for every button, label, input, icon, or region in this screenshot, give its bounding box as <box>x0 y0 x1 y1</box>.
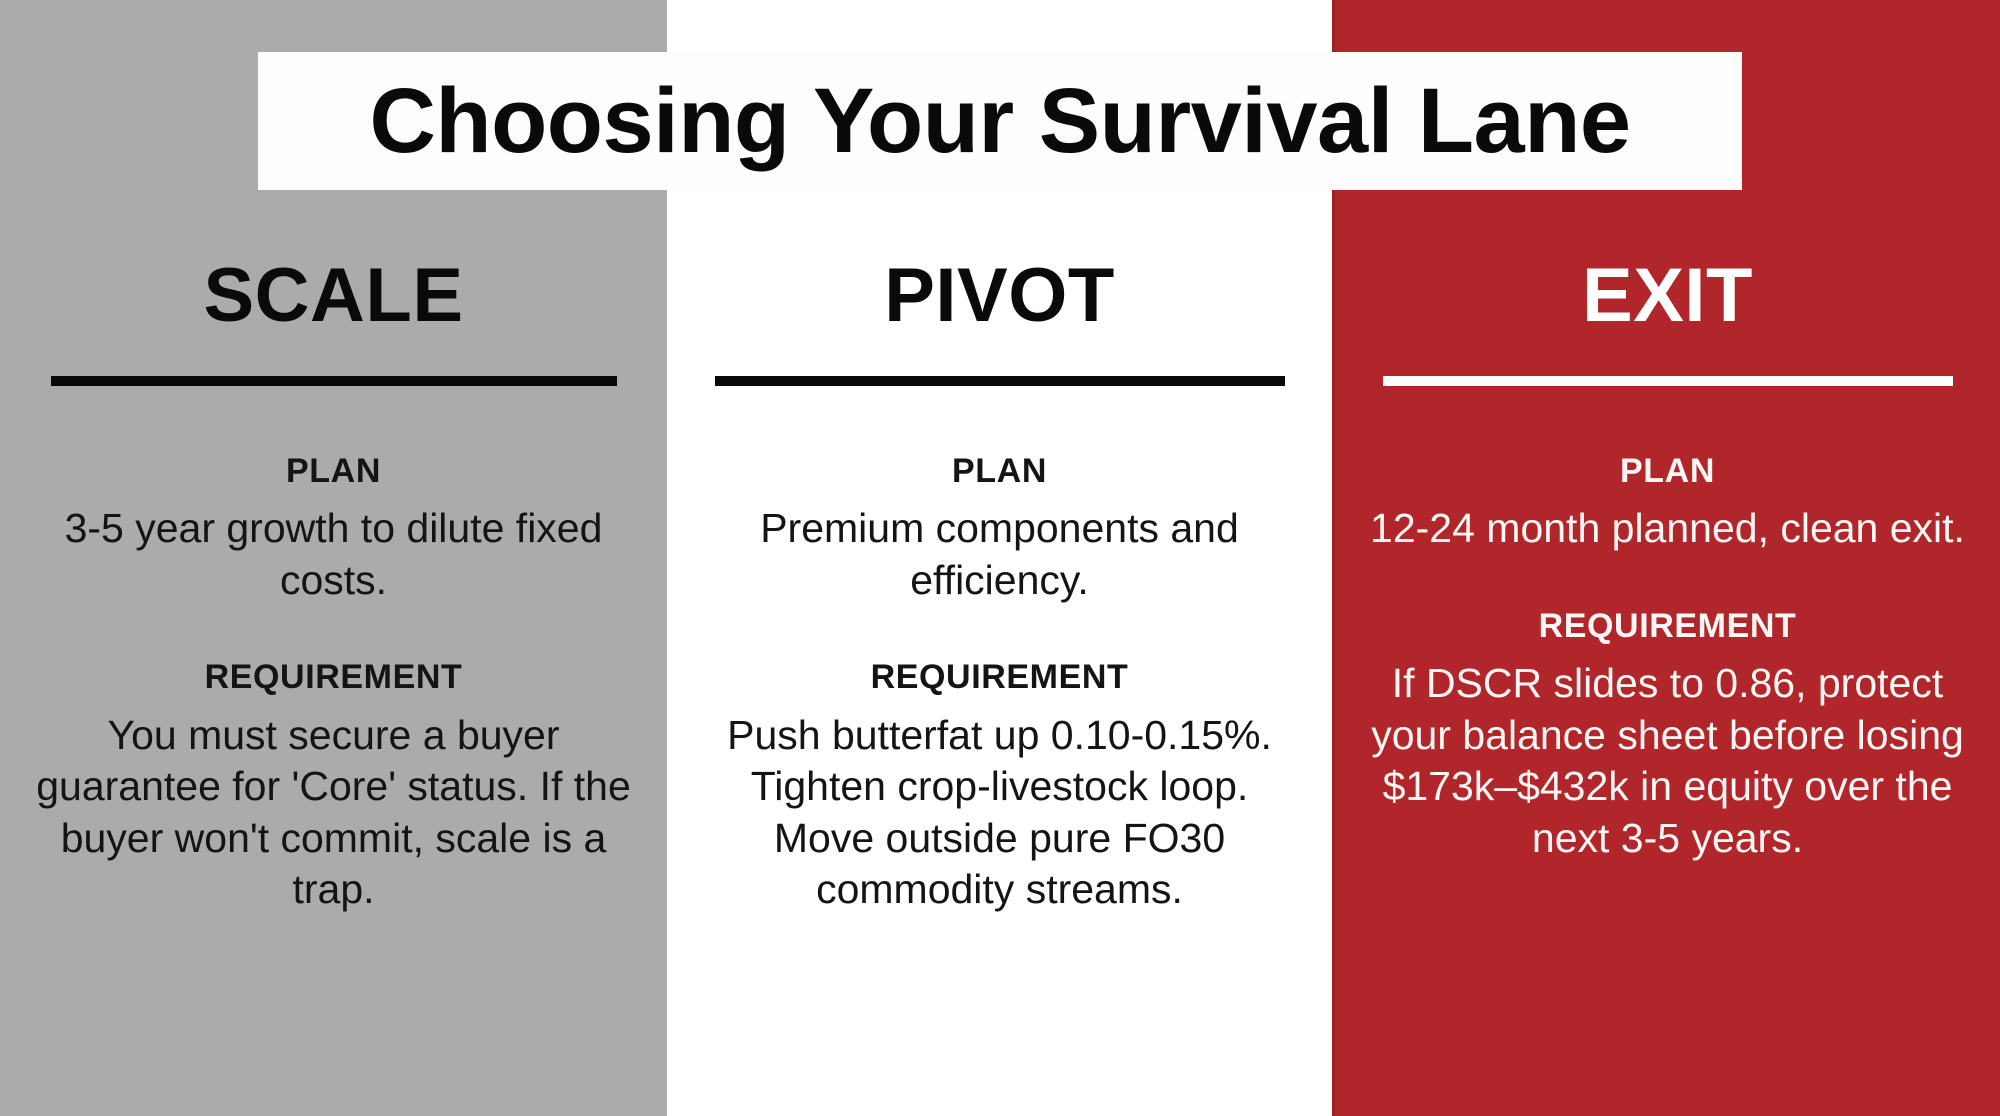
plan-label-pivot: PLAN <box>952 452 1047 490</box>
plan-text-exit: 12-24 month planned, clean exit. <box>1370 505 1965 552</box>
requirement-label-exit: REQUIREMENT <box>1538 606 1797 645</box>
lane-body-pivot: PLAN Premium components and efficiency. … <box>667 452 1332 916</box>
plan-label-exit: PLAN <box>1620 452 1715 490</box>
plan-text-scale: 3-5 year growth to dilute fixed costs. <box>64 505 603 603</box>
plan-label-scale: PLAN <box>286 452 381 490</box>
requirement-label-scale: REQUIREMENT <box>204 658 463 697</box>
lane-heading-scale: SCALE <box>203 253 464 338</box>
requirement-text-exit: If DSCR slides to 0.86, protect your bal… <box>1371 659 1964 861</box>
plan-block-exit: PLAN 12-24 month planned, clean exit. <box>1363 452 1972 555</box>
requirement-text-scale: You must secure a buyer guarantee for 'C… <box>36 711 631 913</box>
plan-block-scale: PLAN 3-5 year growth to dilute fixed cos… <box>28 452 639 606</box>
lane-divider-scale <box>50 376 617 386</box>
page-title: Choosing Your Survival Lane <box>369 70 1631 172</box>
lane-divider-exit <box>1382 376 1953 386</box>
lane-heading-pivot: PIVOT <box>884 253 1115 338</box>
lane-heading-exit: EXIT <box>1582 253 1753 338</box>
title-banner: Choosing Your Survival Lane <box>258 52 1742 190</box>
plan-block-pivot: PLAN Premium components and efficiency. <box>695 452 1304 606</box>
requirement-label-pivot: REQUIREMENT <box>870 658 1129 697</box>
requirement-text-pivot: Push butterfat up 0.10-0.15%. Tighten cr… <box>727 711 1272 913</box>
lane-divider-pivot <box>714 376 1285 386</box>
requirement-block-pivot: REQUIREMENT Push butterfat up 0.10-0.15%… <box>695 658 1304 916</box>
plan-text-pivot: Premium components and efficiency. <box>760 505 1239 603</box>
lane-body-scale: PLAN 3-5 year growth to dilute fixed cos… <box>0 452 667 916</box>
requirement-block-exit: REQUIREMENT If DSCR slides to 0.86, prot… <box>1363 607 1972 865</box>
lane-body-exit: PLAN 12-24 month planned, clean exit. RE… <box>1335 452 2000 864</box>
requirement-block-scale: REQUIREMENT You must secure a buyer guar… <box>28 658 639 916</box>
